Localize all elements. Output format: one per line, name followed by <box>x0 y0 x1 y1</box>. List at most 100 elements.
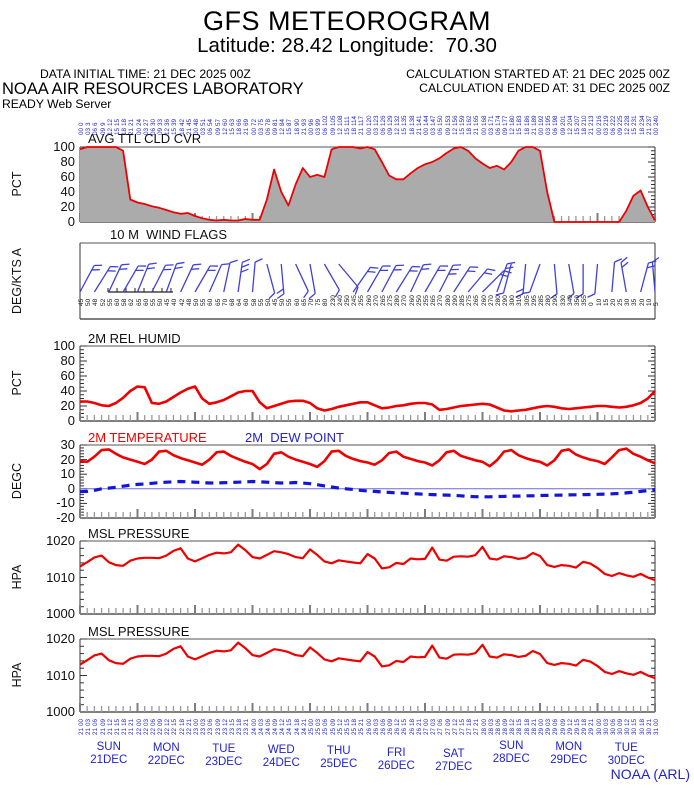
panel-title-rel-humid: 2M REL HUMID <box>88 331 181 346</box>
hour-of-day-label: 18 <box>293 718 301 726</box>
hour-of-day-label: 15 <box>286 718 294 726</box>
forecast-hour-label: 186 <box>523 115 531 126</box>
forecast-hour-label: 69 <box>243 118 251 126</box>
hour-of-day-label: 15 <box>401 718 409 726</box>
date-label: THU 25DEC <box>307 745 371 770</box>
hour-of-day-label: 18 <box>178 718 186 726</box>
panel-title-dew-point: 2M DEW POINT <box>245 430 344 445</box>
hour-of-day-label: 18 <box>408 127 416 135</box>
ytick-label: 20 <box>60 398 75 413</box>
forecast-hour-label: 213 <box>588 115 596 126</box>
yaxis-caption-degc: DEGC <box>10 462 24 500</box>
yaxis-caption-hpa-2: HPA <box>10 662 24 688</box>
calc-ended: CALCULATION ENDED AT: 31 DEC 2025 00Z <box>419 81 670 95</box>
day-date: 25DEC <box>320 757 358 770</box>
hour-of-day-label: 18 <box>638 718 646 726</box>
hour-of-day-label: 09 <box>99 718 107 726</box>
forecast-hour-label: 57 <box>214 118 222 126</box>
ytick-label: 20 <box>60 199 75 214</box>
forecast-hour-label: 138 <box>408 115 416 126</box>
forecast-hour-label: 105 <box>329 115 337 126</box>
forecast-hour-label: 231 <box>631 115 639 126</box>
hour-of-day-label: 00 <box>480 127 488 135</box>
hour-of-day-label: 09 <box>329 718 337 726</box>
hour-of-day-label: 00 <box>595 127 603 135</box>
hour-of-day-label: 09 <box>214 718 222 726</box>
day-date: 29DEC <box>550 753 588 766</box>
hour-of-day-label: 06 <box>437 127 445 135</box>
yaxis-caption-pct-2: PCT <box>10 370 24 396</box>
day-name: FRI <box>386 747 406 759</box>
date-label: SUN 21DEC <box>77 741 141 766</box>
panel-title-cloud-cover: AVG TTL CLD CVR <box>88 131 202 146</box>
hour-of-day-label: 00 <box>653 127 660 135</box>
forecast-hour-label: 240 <box>653 115 660 126</box>
ytick-label: 1020 <box>46 533 75 548</box>
wind-direction-label: 310 <box>516 295 524 306</box>
ytick-label: 30 <box>60 437 75 452</box>
date-label: MON 22DEC <box>134 742 198 767</box>
day-of-month-label: 28 <box>523 727 531 735</box>
forecast-hour-label: 117 <box>358 115 366 126</box>
wind-direction-label: 270 <box>437 295 445 306</box>
forecast-hour-label: 198 <box>552 115 560 126</box>
hour-of-day-label: 18 <box>638 127 646 135</box>
hour-of-day-label: 15 <box>516 718 524 726</box>
hour-of-day-label: 18 <box>408 718 416 726</box>
hour-of-day-label: 00 <box>365 127 373 135</box>
forecast-hour-label: 54 <box>207 118 215 126</box>
hour-of-day-label: 06 <box>552 718 560 726</box>
forecast-hour-label: 42 <box>178 118 186 126</box>
hour-of-day-label: 06 <box>322 127 330 135</box>
day-date: 28DEC <box>492 752 530 765</box>
day-of-month-label: 24 <box>293 727 301 735</box>
hour-of-day-label: 21 <box>588 718 596 726</box>
wind-direction-label: 80 <box>322 298 330 306</box>
hour-of-day-label: 21 <box>128 127 136 135</box>
panel-title-msl-pressure-1: MSL PRESSURE <box>88 526 190 541</box>
ytick-label: 0 <box>67 214 75 229</box>
day-of-month-label: 23 <box>207 727 215 735</box>
day-date: 21DEC <box>90 753 128 766</box>
ytick-label: 100 <box>53 338 75 353</box>
hour-of-day-label: 21 <box>588 127 596 135</box>
date-label: SAT 27DEC <box>422 748 486 773</box>
hour-of-day-label: 15 <box>286 127 294 135</box>
ytick-label: 10 <box>60 466 75 481</box>
day-of-month-label: 29 <box>588 727 596 735</box>
hour-of-day-label: 00 <box>135 127 143 135</box>
ytick-label: 1010 <box>46 668 75 683</box>
ytick-label: -20 <box>56 510 75 525</box>
forecast-hour-label: 150 <box>437 115 445 126</box>
day-date: 26DEC <box>377 759 415 772</box>
day-name: SUN <box>499 740 524 752</box>
hour-of-day-label: 15 <box>631 718 639 726</box>
wind-direction-label: 48 <box>92 298 100 306</box>
hour-of-day-label: 06 <box>92 127 100 135</box>
forecast-hour-label: 183 <box>516 115 524 126</box>
panel-title-temperature: 2M TEMPERATURE <box>88 430 207 445</box>
hour-of-day-label: 15 <box>631 127 639 135</box>
day-name: THU <box>326 745 351 757</box>
day-date: 30DEC <box>607 754 645 767</box>
forecast-hour-label: 168 <box>480 115 488 126</box>
ytick-label: 80 <box>60 154 75 169</box>
ytick-label: 0 <box>67 481 75 496</box>
hour-of-day-label: 06 <box>207 718 215 726</box>
wind-direction-label: 290 <box>552 295 560 306</box>
wind-direction-label: 270 <box>401 295 409 306</box>
forecast-hour-label: 24 <box>135 118 143 126</box>
wind-direction-label: 55 <box>286 298 294 306</box>
day-of-month-label: 27 <box>444 727 452 735</box>
day-name: SUN <box>96 741 121 753</box>
hour-of-day-label: 00 <box>250 718 258 726</box>
calculation-times: CALCULATION STARTED AT: 21 DEC 2025 00Z … <box>406 67 670 95</box>
day-of-month-label: 21 <box>99 727 107 735</box>
wind-direction-label: 255 <box>358 295 366 306</box>
panel-title-wind-flags: 10 M WIND FLAGS <box>110 227 228 242</box>
forecast-hour-label: 102 <box>322 115 330 126</box>
hour-of-day-label: 15 <box>171 718 179 726</box>
ytick-label: 1000 <box>46 606 75 621</box>
